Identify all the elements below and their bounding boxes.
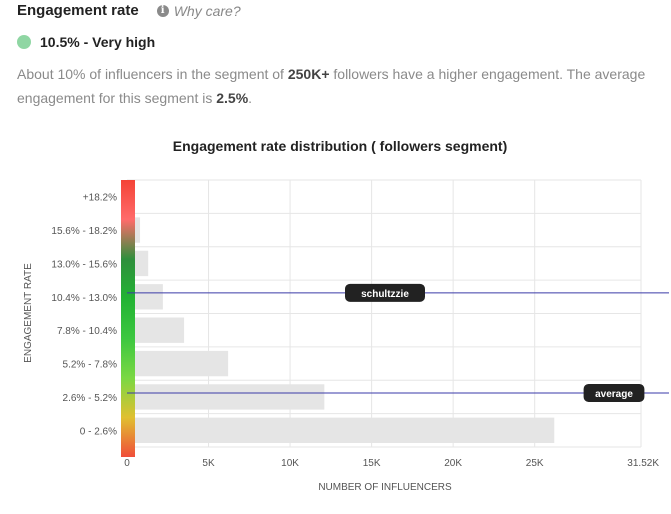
marker-badge-average xyxy=(583,383,645,402)
bar-4 xyxy=(127,317,185,343)
x-tick-label: 10K xyxy=(281,458,299,469)
y-tick-label: 2.6% - 5.2% xyxy=(63,393,118,404)
y-tick-label: 0 - 2.6% xyxy=(80,426,117,437)
y-tick-label: +18.2% xyxy=(83,193,117,204)
y-tick-label: 5.2% - 7.8% xyxy=(63,360,118,371)
marker-label-schultzzie: schultzzie xyxy=(361,289,409,300)
rating-dot xyxy=(17,35,31,49)
x-tick-label: 25K xyxy=(526,458,544,469)
widget-header: Engagement rate i Why care? xyxy=(17,2,241,19)
x-tick-label: 31.52K xyxy=(627,458,659,469)
rate-gradient-bar xyxy=(121,180,135,457)
desc-average: 2.5% xyxy=(216,90,249,106)
x-tick-labels: 0 5K 10K 15K 20K 25K 31.52K xyxy=(124,458,659,469)
rate-gradient-strip xyxy=(121,180,135,457)
engagement-description: About 10% of influencers in the segment … xyxy=(17,62,657,110)
y-tick-label: 7.8% - 10.4% xyxy=(57,326,117,337)
x-tick-label: 5K xyxy=(202,458,215,469)
widget-title: Engagement rate xyxy=(17,2,139,19)
desc-part-3: . xyxy=(248,90,253,106)
desc-part-2: followers have a higher engagement. The … xyxy=(17,66,646,106)
chart-title: Engagement rate distribution ( followers… xyxy=(173,138,507,154)
x-tick-label: 20K xyxy=(444,458,462,469)
desc-part-1: About 10% of influencers in the segment … xyxy=(17,66,288,82)
y-tick-label: 10.4% - 13.0% xyxy=(51,293,117,304)
y-axis-label: ENGAGEMENT RATE xyxy=(23,263,34,363)
bar-5 xyxy=(127,350,229,377)
chart-markers: schultzzie average xyxy=(127,283,669,402)
info-icon: i xyxy=(156,4,169,17)
why-care-link[interactable]: i Why care? xyxy=(156,2,241,19)
x-tick-label: 15K xyxy=(363,458,381,469)
marker-badge-schultzzie xyxy=(345,283,425,302)
why-care-label: Why care? xyxy=(173,2,241,19)
x-axis-label: NUMBER OF INFLUENCERS xyxy=(318,482,452,493)
y-tick-label: 13.0% - 15.6% xyxy=(51,259,117,270)
desc-segment: 250K+ xyxy=(287,66,330,82)
chart-bars xyxy=(127,217,555,443)
x-tick-label: 0 xyxy=(124,458,130,469)
bar-7 xyxy=(127,417,555,443)
y-tick-label: 15.6% - 18.2% xyxy=(51,226,117,237)
bar-6 xyxy=(127,384,325,410)
rating-text: 10.5% - Very high xyxy=(40,34,156,50)
y-tick-labels: +18.2% 15.6% - 18.2% 13.0% - 15.6% 10.4% - … xyxy=(51,193,117,438)
engagement-rating: 10.5% - Very high xyxy=(17,34,155,50)
marker-label-average: average xyxy=(595,389,633,400)
